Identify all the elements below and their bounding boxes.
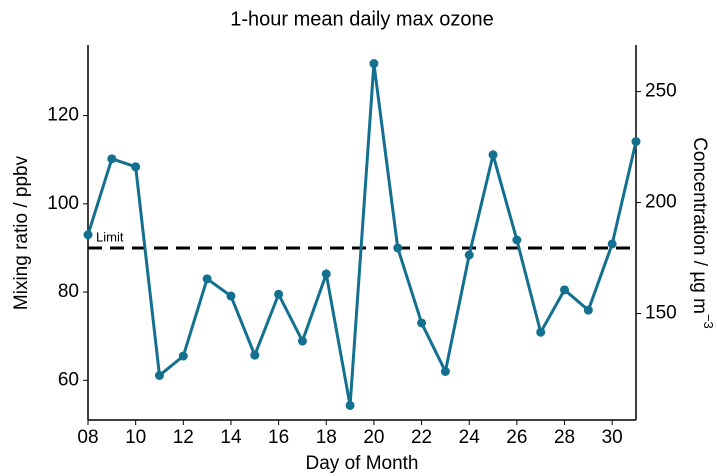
x-tick-label: 26	[506, 427, 527, 448]
data-point	[226, 291, 236, 301]
data-point	[536, 327, 546, 337]
x-tick-label: 18	[316, 427, 337, 448]
x-tick-label: 14	[220, 427, 242, 448]
x-tick-label: 16	[268, 427, 289, 448]
x-axis-label: Day of Month	[306, 453, 419, 474]
y-tick-label: 80	[58, 281, 79, 302]
y-tick-label: 100	[47, 193, 79, 214]
data-point	[154, 370, 164, 380]
x-tick-label: 30	[602, 427, 623, 448]
data-point	[440, 366, 450, 376]
data-point	[512, 235, 522, 245]
data-point	[488, 150, 498, 160]
data-point	[250, 350, 260, 360]
data-point	[178, 351, 188, 361]
data-point	[417, 318, 427, 328]
data-point	[131, 162, 141, 172]
data-point	[607, 239, 617, 249]
x-tick-label: 08	[77, 427, 98, 448]
data-point	[297, 336, 307, 346]
data-point	[369, 59, 379, 69]
x-tick-label: 10	[125, 427, 146, 448]
chart-title: 1-hour mean daily max ozone	[230, 8, 493, 30]
data-point	[83, 230, 93, 240]
y2-tick-label: 250	[645, 81, 677, 102]
y-tick-label: 60	[58, 369, 79, 390]
x-tick-label: 22	[411, 427, 432, 448]
series-line	[86, 63, 638, 406]
y2-label-sup: −3	[701, 314, 716, 329]
y-tick-label: 120	[47, 105, 79, 126]
data-point	[393, 243, 403, 253]
data-point	[345, 400, 355, 410]
data-point	[583, 305, 593, 315]
data-point	[560, 285, 570, 295]
y2-label-text: Concentration / µg m	[689, 137, 710, 314]
data-point	[274, 289, 284, 299]
data-point	[464, 250, 474, 260]
limit-label: Limit	[96, 229, 124, 244]
y2-tick-label: 150	[645, 303, 677, 324]
y-axis-label: Mixing ratio / ppbv	[11, 155, 32, 310]
data-point	[631, 137, 641, 147]
data-point	[321, 269, 331, 279]
data-point	[107, 154, 117, 164]
y2-axis-label: Concentration / µg m−3	[689, 137, 716, 329]
x-tick-label: 28	[554, 427, 575, 448]
data-point	[202, 274, 212, 284]
y2-tick-label: 200	[645, 192, 677, 213]
x-tick-label: 20	[363, 427, 384, 448]
x-tick-label: 12	[173, 427, 194, 448]
x-tick-label: 24	[459, 427, 481, 448]
